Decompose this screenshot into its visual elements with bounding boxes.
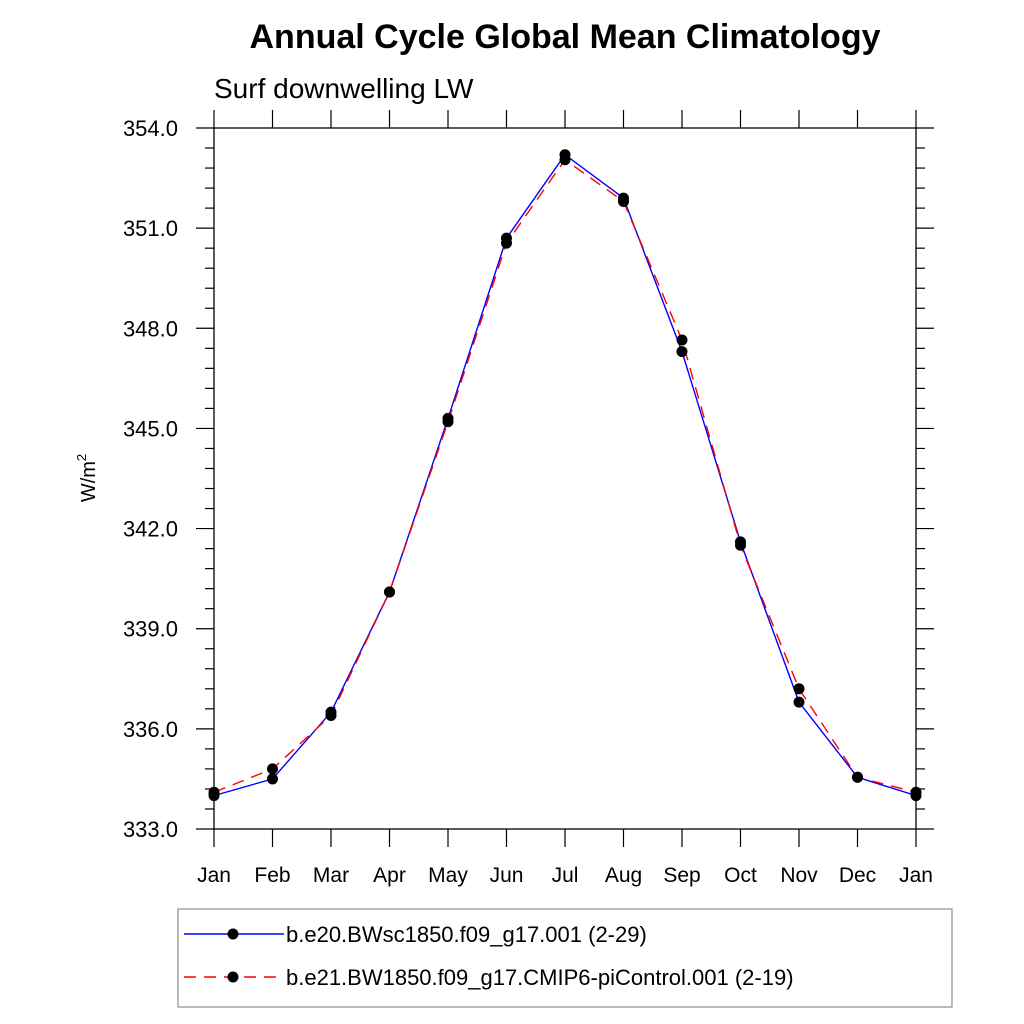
legend-box <box>177 908 953 1008</box>
series-1 <box>213 153 917 797</box>
series-1-markers <box>208 149 922 802</box>
data-point <box>793 696 805 708</box>
y-tick-label: 348.0 <box>123 316 178 341</box>
series-line <box>213 158 917 793</box>
legend-marker <box>227 971 239 983</box>
data-point <box>676 346 688 358</box>
series-2-markers <box>208 154 922 798</box>
data-point <box>910 786 922 798</box>
legend: b.e20.BWsc1850.f09_g17.001 (2-29) b.e21.B… <box>177 908 953 1008</box>
chart-title: Annual Cycle Global Mean Climatology <box>250 18 881 56</box>
data-point <box>618 195 629 207</box>
plot-frame <box>213 127 917 830</box>
data-point <box>852 771 863 783</box>
data-point <box>559 154 571 166</box>
y-tick-label: 354.0 <box>123 116 178 141</box>
axis-ticks <box>196 110 934 847</box>
svg-text:W/m2: W/m2 <box>74 454 100 502</box>
legend-entry: b.e21.BW1850.f09_g17.CMIP6-piControl.001… <box>184 965 794 990</box>
x-tick-label: Sep <box>663 864 700 887</box>
x-tick-label: Nov <box>780 864 818 887</box>
series-layer <box>208 149 922 802</box>
legend-entries: b.e20.BWsc1850.f09_g17.001 (2-29) b.e21.B… <box>184 922 794 990</box>
data-point <box>267 763 278 775</box>
x-tick-label: Feb <box>254 864 290 887</box>
x-tick-label: May <box>428 864 468 887</box>
y-tick-label: 336.0 <box>123 717 178 742</box>
series-line <box>213 153 917 797</box>
legend-entry: b.e20.BWsc1850.f09_g17.001 (2-29) <box>184 922 647 947</box>
data-point <box>267 773 278 785</box>
chart-subtitle: Surf downwelling LW <box>214 73 474 104</box>
data-point <box>676 334 688 346</box>
x-tick-label: Mar <box>313 864 349 887</box>
x-tick-label: Dec <box>839 864 876 887</box>
y-axis-label-text: W/m <box>78 461 100 502</box>
y-tick-label: 342.0 <box>123 517 178 542</box>
legend-label: b.e20.BWsc1850.f09_g17.001 (2-29) <box>286 922 647 947</box>
y-tick-label: 351.0 <box>123 216 178 241</box>
x-tick-label: Jun <box>490 864 524 887</box>
data-point <box>793 683 805 695</box>
x-tick-label: Jul <box>552 864 579 887</box>
x-tick-labels: Jan Feb Mar Apr May Jun Jul Aug Sep Oct Nov Dec Jan <box>197 864 933 887</box>
data-point <box>735 539 746 551</box>
data-point <box>501 237 512 249</box>
legend-marker <box>227 928 239 940</box>
x-tick-label: Apr <box>373 864 406 887</box>
data-point <box>208 786 220 798</box>
series-2 <box>213 158 917 793</box>
data-point <box>325 710 337 722</box>
x-tick-label: Aug <box>605 864 642 887</box>
y-tick-label: 339.0 <box>123 617 178 642</box>
y-tick-labels: 333.0 336.0 339.0 342.0 345.0 348.0 351.0 354.0 <box>123 116 178 842</box>
x-tick-label: Oct <box>724 864 757 887</box>
data-point <box>442 416 454 428</box>
y-tick-label: 345.0 <box>123 416 178 441</box>
x-tick-label: Jan <box>899 864 933 887</box>
x-tick-label: Jan <box>197 864 231 887</box>
data-point <box>384 586 395 598</box>
y-axis-label-superscript: 2 <box>74 454 89 461</box>
y-axis-label: W/m2 <box>74 454 100 502</box>
y-tick-label: 333.0 <box>123 817 178 842</box>
legend-label: b.e21.BW1850.f09_g17.CMIP6-piControl.001… <box>286 965 794 990</box>
